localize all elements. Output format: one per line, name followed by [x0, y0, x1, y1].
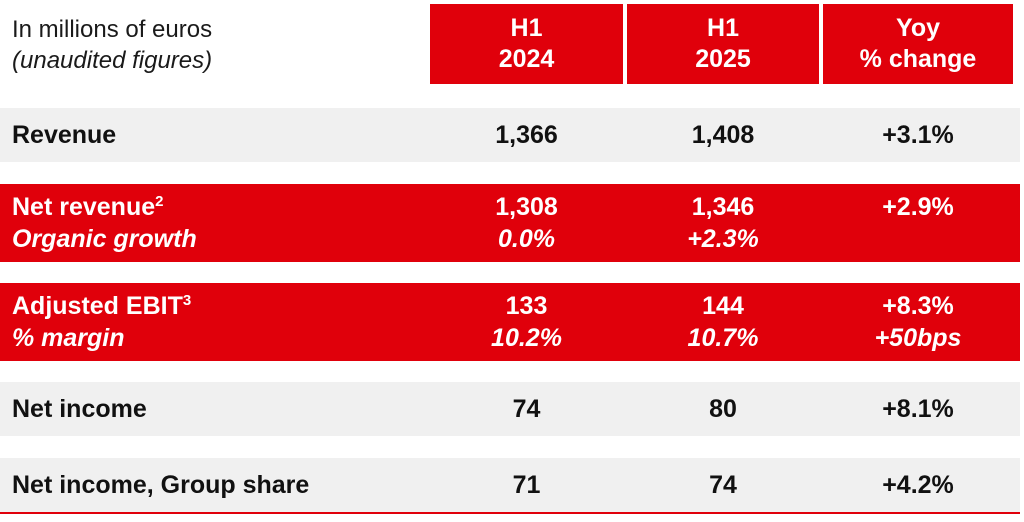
value-h1-2025: 144 [702, 292, 744, 320]
value-h1-2024: 1,308 [495, 193, 558, 221]
value-group-h1-2025: 144 10.7% [627, 283, 819, 361]
row-label: Net revenue2 [12, 191, 422, 223]
column-header-h1-2024: H1 2024 [430, 4, 623, 84]
audit-note: (unaudited figures) [12, 47, 213, 74]
row-label-group: Adjusted EBIT3 % margin [12, 283, 422, 361]
value-h1-2025: 1,346 [691, 193, 755, 221]
column-header-pct-change: % change [859, 45, 977, 73]
column-header-period: H1 [510, 14, 543, 42]
footnote-marker: 2 [155, 193, 164, 210]
sub-value-h1-2024: 0.0% [498, 225, 555, 253]
value-yoy-change: +3.1% [882, 121, 954, 149]
value-group-yoy: +8.3% +50bps [823, 283, 1013, 361]
sub-value-h1-2024: 10.2% [491, 324, 562, 352]
column-header-year: 2025 [695, 45, 751, 73]
column-header-yoy-change: Yoy % change [823, 4, 1013, 84]
column-header-h1-2025: H1 2025 [627, 4, 819, 84]
value-yoy-change: +8.3% [882, 292, 954, 320]
table-row-net-revenue: Net revenue2 Organic growth 1,308 0.0% 1… [0, 184, 1020, 262]
sub-value-h1-2025: 10.7% [687, 324, 759, 352]
row-label-group: Net revenue2 Organic growth [12, 184, 422, 262]
footnote-marker: 3 [182, 292, 192, 309]
column-header-period: H1 [707, 14, 739, 42]
table-row-adjusted-ebit: Adjusted EBIT3 % margin 133 10.2% 144 10… [0, 283, 1020, 361]
row-label-text: Adjusted EBIT [12, 292, 183, 320]
sub-value-yoy: +50bps [874, 324, 962, 352]
table-row-revenue: Revenue 1,366 1,408 +3.1% [0, 108, 1020, 162]
value-h1-2024: 1,366 [495, 121, 558, 149]
sub-value-h1-2025: +2.3% [687, 225, 759, 253]
table-caption: In millions of euros (unaudited figures) [12, 14, 212, 76]
column-header-yoy: Yoy [896, 14, 940, 42]
value-group-h1-2024: 1,308 0.0% [430, 184, 623, 262]
row-sub-label: % margin [12, 324, 125, 352]
row-sub-label: Organic growth [12, 225, 197, 253]
value-yoy-change: +2.9% [882, 193, 954, 221]
row-label-text: Net revenue [12, 193, 156, 221]
value-h1-2025: 1,408 [691, 121, 755, 149]
value-h1-2024: 71 [512, 471, 541, 499]
value-h1-2025: 74 [709, 471, 737, 499]
row-label: Adjusted EBIT3 [12, 290, 422, 322]
value-group-h1-2024: 133 10.2% [430, 283, 623, 361]
value-yoy-change: +4.2% [882, 471, 954, 499]
sub-value-yoy [823, 223, 1013, 255]
value-h1-2025: 80 [709, 395, 737, 423]
units-label: In millions of euros [12, 16, 213, 43]
value-group-h1-2025: 1,346 +2.3% [627, 184, 819, 262]
row-label: Net income [12, 395, 147, 423]
value-group-yoy: +2.9% [823, 184, 1013, 262]
table-row-net-income: Net income 74 80 +8.1% [0, 382, 1020, 436]
value-h1-2024: 133 [505, 292, 548, 320]
table-bottom-rule [0, 512, 1020, 514]
column-header-year: 2024 [498, 45, 555, 73]
row-label: Net income, Group share [12, 471, 310, 499]
table-row-net-income-group-share: Net income, Group share 71 74 +4.2% [0, 458, 1020, 512]
value-yoy-change: +8.1% [882, 395, 954, 423]
row-label: Revenue [12, 121, 117, 149]
value-h1-2024: 74 [512, 395, 541, 423]
